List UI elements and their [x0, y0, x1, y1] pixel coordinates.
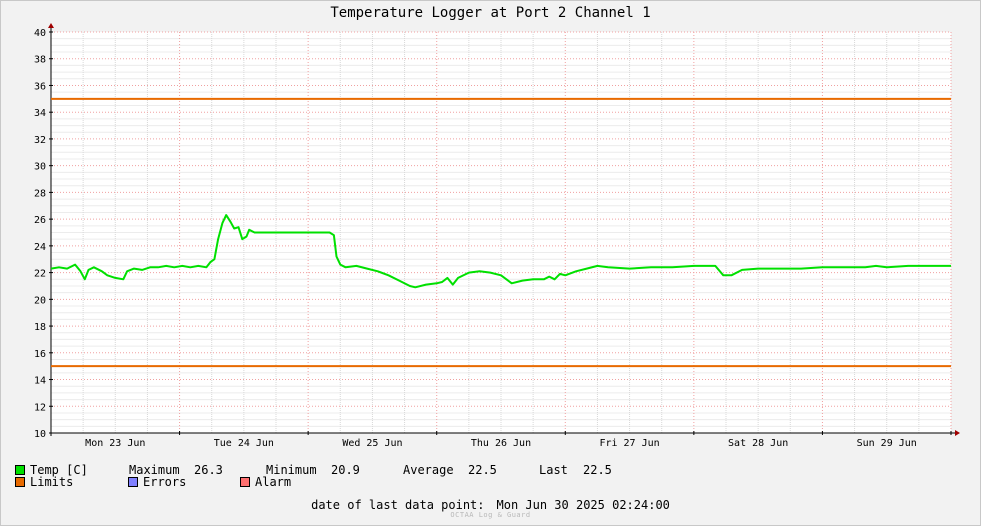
maximum-label: Maximum [129, 463, 180, 477]
x-tick-label: Sat 28 Jun [728, 438, 788, 449]
y-tick-label: 40 [34, 28, 46, 39]
x-tick-label: Sun 29 Jun [857, 438, 917, 449]
legend-temp-label: Temp [C] [30, 463, 88, 477]
minimum-label: Minimum [266, 463, 317, 477]
last-data-point-value: Mon Jun 30 2025 02:24:00 [496, 498, 670, 512]
y-tick-label: 14 [34, 376, 46, 387]
credit-watermark: OCTAA Log & Guard [450, 511, 531, 519]
temp-series-line [50, 214, 951, 289]
errors-swatch [128, 477, 138, 487]
average-label: Average [403, 463, 454, 477]
y-tick-label: 22 [34, 269, 46, 280]
last-value: 22.5 [583, 463, 612, 477]
temp-swatch [15, 465, 25, 475]
y-tick-label: 10 [34, 429, 46, 440]
x-tick-label: Tue 24 Jun [214, 438, 274, 449]
y-axis-arrow [48, 23, 54, 28]
y-tick-label: 24 [34, 242, 46, 253]
y-tick-label: 28 [34, 188, 46, 199]
maximum-value: 26.3 [194, 463, 223, 477]
y-tick-label: 26 [34, 215, 46, 226]
minimum-value: 20.9 [331, 463, 360, 477]
legend-row-status: Limits Errors Alarm [15, 475, 291, 489]
y-tick-label: 16 [34, 349, 46, 360]
x-tick-label: Thu 26 Jun [471, 438, 531, 449]
y-tick-label: 32 [34, 135, 46, 146]
y-tick-label: 30 [34, 162, 46, 173]
y-tick-label: 18 [34, 322, 46, 333]
x-tick-label: Fri 27 Jun [599, 438, 659, 449]
last-data-point: date of last data point: Mon Jun 30 2025 … [0, 498, 981, 512]
x-tick-label: Wed 25 Jun [342, 438, 402, 449]
y-tick-label: 38 [34, 55, 46, 66]
legend-errors-label: Errors [143, 475, 187, 489]
last-data-point-label: date of last data point: [311, 498, 485, 512]
limits-swatch [15, 477, 25, 487]
y-tick-label: 36 [34, 81, 46, 92]
y-tick-label: 34 [34, 108, 46, 119]
alarm-swatch [240, 477, 250, 487]
y-tick-label: 20 [34, 295, 46, 306]
legend-limits-label: Limits [30, 475, 74, 489]
last-label: Last [539, 463, 568, 477]
y-tick-label: 12 [34, 402, 46, 413]
chart-title: Temperature Logger at Port 2 Channel 1 [330, 5, 651, 21]
legend-row-temp: Temp [C] Maximum 26.3 Minimum 20.9 Average 22.… [15, 463, 612, 477]
average-value: 22.5 [468, 463, 497, 477]
x-tick-label: Mon 23 Jun [85, 438, 145, 449]
x-axis-arrow [955, 430, 960, 436]
legend-alarm-label: Alarm [255, 475, 292, 489]
